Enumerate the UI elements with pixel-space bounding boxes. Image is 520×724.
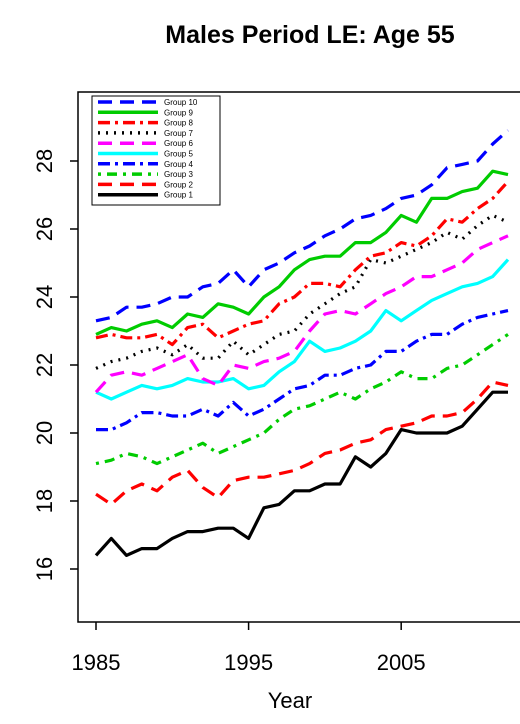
series-line-group-7	[95, 213, 509, 370]
y-tick-label: 16	[32, 557, 57, 581]
y-tick-label: 28	[32, 149, 57, 173]
y-axis: 16 18 20 22 24 26 28	[32, 149, 78, 581]
y-tick-label: 24	[32, 285, 57, 309]
legend-label: Group 4	[164, 160, 193, 169]
series-line-group-9	[95, 169, 509, 336]
series-line-group-2	[95, 380, 509, 506]
series-line-group-8	[95, 180, 510, 347]
series-line-group-5	[95, 258, 510, 401]
legend-label: Group 1	[164, 191, 193, 200]
legend-label: Group 9	[164, 108, 193, 117]
series-line-group-4	[96, 309, 509, 432]
chart-title: Males Period LE: Age 55	[165, 21, 455, 49]
series-line-group-1	[94, 390, 508, 558]
legend-label: Group 3	[164, 170, 193, 179]
x-tick-label: 1985	[72, 650, 121, 675]
series-line-group-10	[95, 129, 510, 323]
legend-label: Group 6	[164, 139, 193, 148]
x-tick-label: 2005	[377, 650, 426, 675]
legend-label: Group 2	[164, 180, 193, 189]
legend-label: Group 7	[164, 129, 193, 138]
plot-frame	[77, 91, 520, 623]
y-tick-label: 18	[32, 489, 57, 513]
x-axis-label: Year	[268, 688, 312, 713]
y-tick-label: 20	[32, 421, 57, 445]
legend-label: Group 5	[164, 150, 193, 159]
y-tick-label: 26	[32, 217, 57, 241]
legend-box	[91, 95, 221, 206]
x-tick-label: 1995	[224, 650, 273, 675]
y-tick-label: 22	[32, 353, 57, 377]
legend-label: Group 10	[164, 98, 198, 107]
series-line-group-6	[94, 234, 509, 394]
series-layer	[94, 129, 510, 558]
legend-label: Group 8	[164, 119, 193, 128]
x-axis: 1985 1995 2005	[72, 622, 426, 675]
